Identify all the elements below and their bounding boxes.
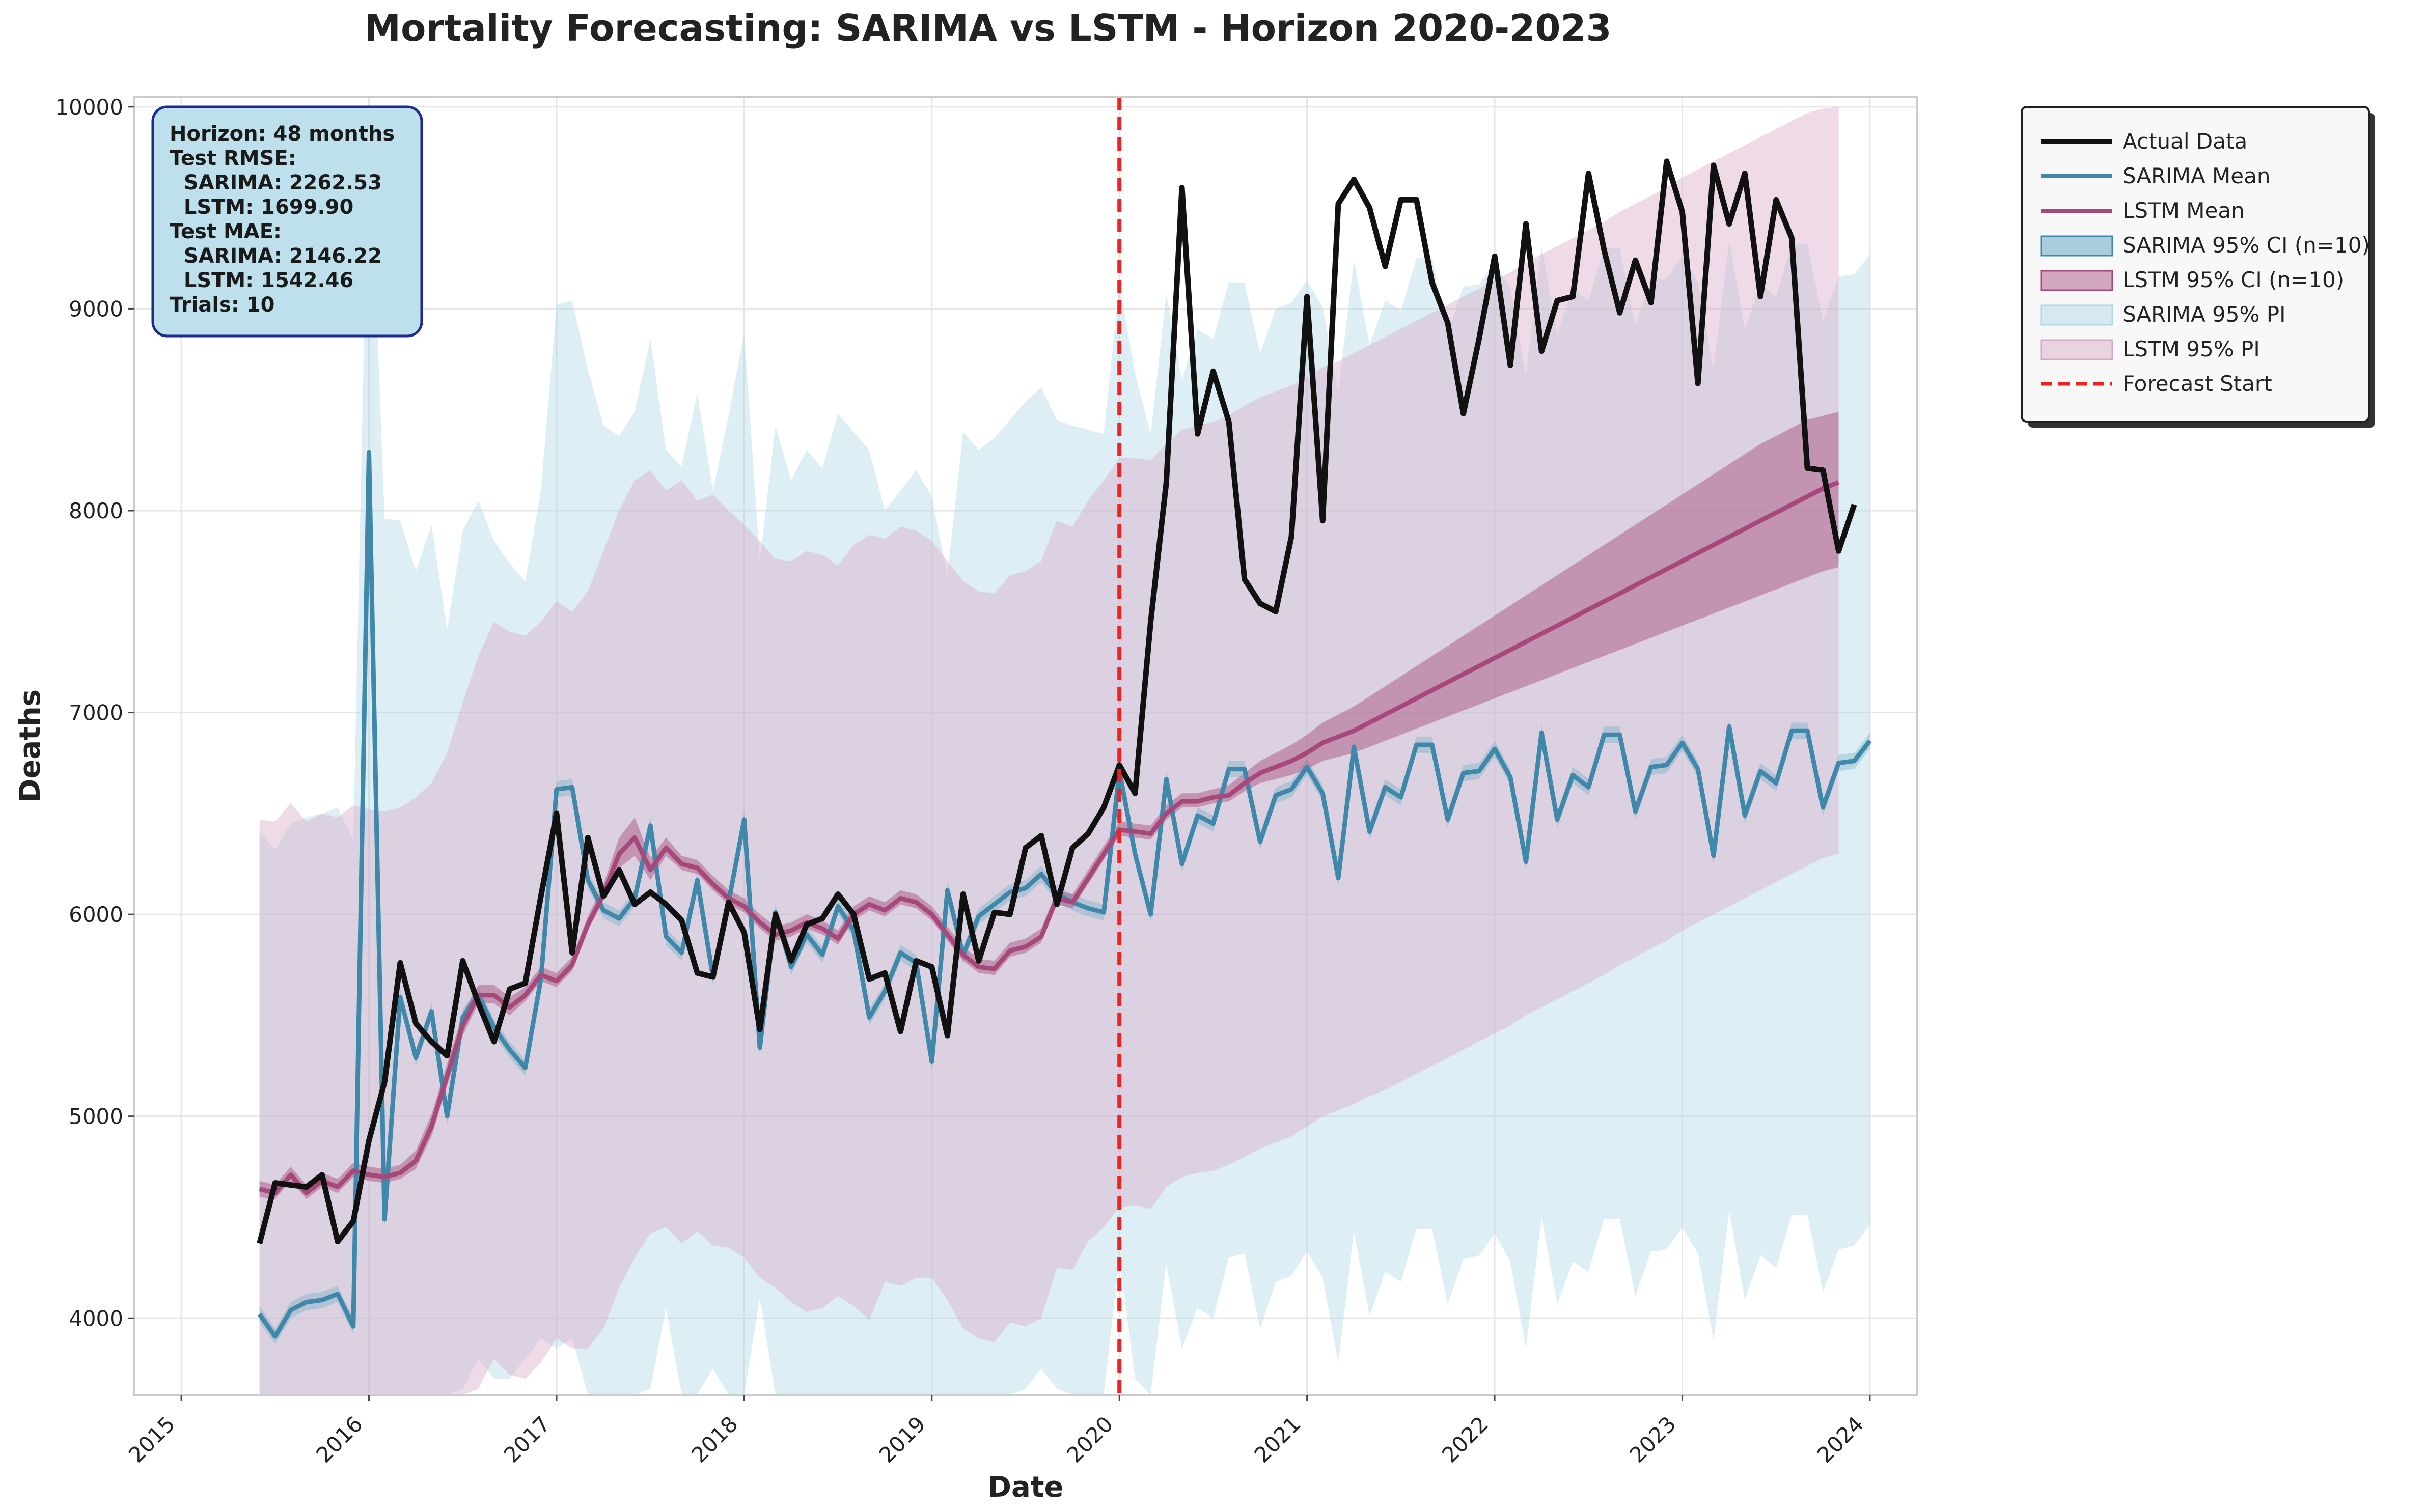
chart-title: Mortality Forecasting: SARIMA vs LSTM - … xyxy=(364,7,1611,49)
y-tick-label: 6000 xyxy=(69,902,123,927)
info-line: Test RMSE: xyxy=(170,147,296,170)
actual-data-line xyxy=(257,158,1857,1245)
y-axis-label: Deaths xyxy=(14,689,47,802)
y-axis-ticks: 4000 5000 6000 7000 8000 9000 10000 xyxy=(55,95,134,1331)
sarima-pi-band xyxy=(259,106,1870,1395)
legend-swatch-lstm-pi xyxy=(2040,339,2113,360)
plot-area xyxy=(133,96,1918,1396)
legend-label-lstm-mean: LSTM Mean xyxy=(2123,198,2245,223)
legend-swatch-sarima-ci xyxy=(2040,235,2113,257)
legend-frame xyxy=(2021,106,2370,423)
info-line: SARIMA: 2146.22 xyxy=(170,244,382,268)
y-tick-label: 10000 xyxy=(55,95,123,120)
y-tick-label: 9000 xyxy=(69,296,123,321)
y-tick-label: 5000 xyxy=(69,1104,123,1129)
lstm-pi-band xyxy=(259,106,1839,1395)
info-line: Test MAE: xyxy=(170,220,282,243)
y-tick-label: 7000 xyxy=(69,701,123,725)
info-box-frame xyxy=(151,105,423,338)
legend: Actual Data SARIMA Mean LSTM Mean SARIMA… xyxy=(2021,106,2375,428)
info-line: Trials: 10 xyxy=(170,293,274,317)
plot-frame xyxy=(133,96,1918,1396)
series-lines xyxy=(257,97,1872,1395)
grid-lines xyxy=(134,97,1917,1395)
legend-label-sarima-pi: SARIMA 95% PI xyxy=(2123,302,2285,327)
legend-label-forecast-start: Forecast Start xyxy=(2123,371,2272,396)
info-line: SARIMA: 2262.53 xyxy=(170,171,382,194)
confidence-bands xyxy=(259,106,1870,1395)
metrics-info-box: Horizon: 48 months Test RMSE: SARIMA: 22… xyxy=(151,105,423,338)
legend-label-actual: Actual Data xyxy=(2123,129,2247,154)
lstm-mean-line xyxy=(259,480,1840,1195)
x-axis-label: Date xyxy=(987,1471,1063,1504)
legend-label-sarima-ci: SARIMA 95% CI (n=10) xyxy=(2123,233,2370,258)
legend-swatch-sarima-pi xyxy=(2040,304,2113,326)
legend-label-lstm-ci: LSTM 95% CI (n=10) xyxy=(2123,267,2344,292)
legend-label-lstm-pi: LSTM 95% PI xyxy=(2123,337,2260,361)
info-line: Horizon: 48 months xyxy=(170,122,395,146)
sarima-ci-band xyxy=(259,444,1870,1345)
info-line: LSTM: 1699.90 xyxy=(170,195,353,219)
info-line: LSTM: 1542.46 xyxy=(170,269,353,292)
y-tick-label: 8000 xyxy=(69,498,123,523)
legend-swatch-lstm-ci xyxy=(2040,270,2113,291)
legend-label-sarima-mean: SARIMA Mean xyxy=(2123,163,2271,188)
y-tick-label: 4000 xyxy=(69,1306,123,1331)
